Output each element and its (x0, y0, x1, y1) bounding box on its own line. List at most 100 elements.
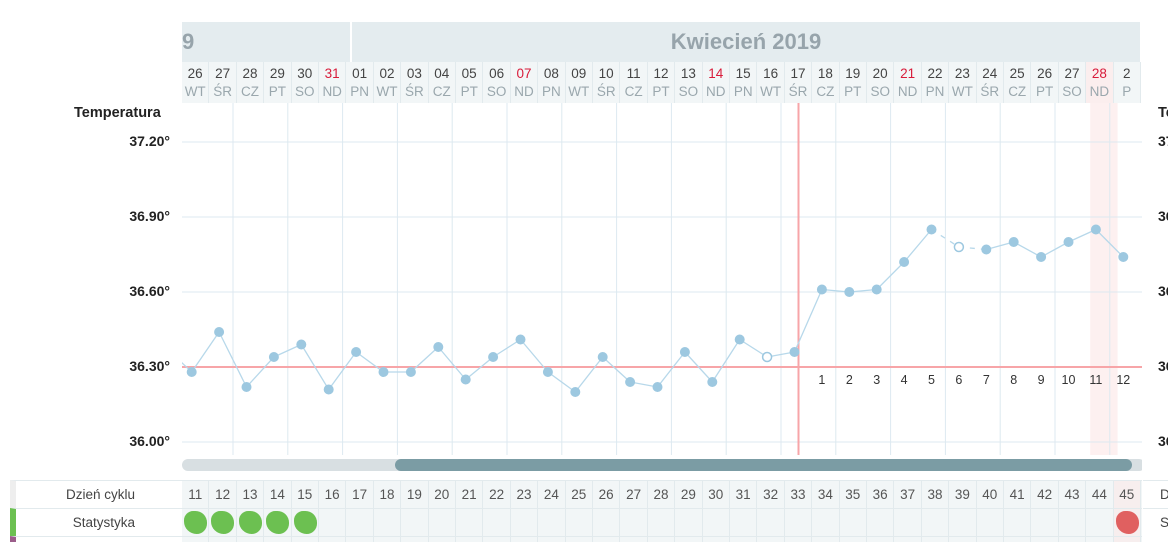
day-header-cell: 31 ND (319, 62, 347, 103)
weekday: SO (870, 84, 890, 99)
series-segment (191, 331, 220, 373)
stats-cell (949, 509, 977, 536)
third-row-cell (840, 537, 867, 542)
data-point (899, 257, 910, 267)
day-header-cell: 26 PT (1031, 62, 1059, 103)
cycle-day-cell: 33 (785, 481, 813, 508)
day-header-cell: 22 PN (921, 62, 950, 103)
stats-cell (703, 509, 730, 536)
data-point (1036, 252, 1047, 262)
day-number: 28 (1091, 66, 1107, 81)
stats-cell (840, 509, 867, 536)
third-row-cell (593, 537, 621, 542)
post-ovulation-day-label: 11 (1089, 373, 1102, 387)
weekday: ŚR (213, 84, 232, 99)
day-number: 13 (680, 66, 696, 81)
cycle-day-cell: 11 (182, 481, 210, 508)
post-ovulation-day-label: 12 (1116, 373, 1130, 387)
third-row-cell (538, 537, 566, 542)
stats-cell (237, 509, 265, 536)
data-point (734, 334, 745, 345)
day-header-cell: 01 PN (346, 62, 374, 103)
third-row-cell (182, 537, 210, 542)
y-tick-label: 36.00° (129, 433, 170, 449)
day-header-cell: 15 PN (730, 62, 758, 103)
third-row-cell (429, 537, 456, 542)
series-segment (684, 351, 713, 383)
stats-cell (346, 509, 374, 536)
day-header-cell: 18 CZ (812, 62, 840, 103)
stats-cell (1059, 509, 1087, 536)
weekday: PN (925, 84, 945, 99)
series-segment (300, 344, 330, 390)
day-header-cell: 14 ND (702, 62, 730, 103)
data-point (515, 334, 526, 345)
day-header-cell: 13 SO (675, 62, 703, 103)
stats-label-right: S (1143, 508, 1168, 536)
day-number: 15 (735, 66, 751, 81)
cycle-day-cell: 15 (292, 481, 319, 508)
cycle-day-row: 11 12 13 14 15 16 17 18 19 20 21 22 23 24 25 26 27 28 29 30… (182, 480, 1142, 508)
series-segment (602, 356, 631, 383)
series-segment (520, 339, 549, 373)
day-header-cell: 11 CZ (620, 62, 648, 103)
series-segment (410, 346, 439, 373)
data-point (679, 347, 690, 357)
data-point (268, 352, 279, 362)
day-header-cell: 03 ŚR (401, 62, 429, 103)
day-header-cell: 10 ŚR (593, 62, 621, 103)
stats-cell (648, 509, 676, 536)
scrollbar-thumb[interactable] (395, 459, 1132, 471)
post-ovulation-day-label: 4 (901, 373, 908, 387)
day-number: 2 (1123, 66, 1131, 81)
series-segment (574, 356, 604, 393)
data-point (214, 327, 225, 337)
third-row-cell (1113, 537, 1141, 542)
day-header-cell: 21 ND (894, 62, 922, 103)
day-number: 02 (379, 66, 395, 81)
cycle-day-cell: 22 (483, 481, 511, 508)
weekday: CZ (240, 84, 259, 99)
series-segment (876, 261, 905, 290)
cycle-day-label-right: D (1143, 480, 1168, 508)
series-segment (1013, 241, 1042, 258)
data-point (789, 347, 800, 357)
weekday: WT (568, 84, 590, 99)
weekday: ND (514, 84, 534, 99)
day-header-cell: 29 PT (264, 62, 292, 103)
third-row-cell (620, 537, 648, 542)
third-row-cell (1059, 537, 1087, 542)
third-row-cell (319, 537, 347, 542)
day-header-cell: 27 SO (1058, 62, 1087, 103)
cycle-day-cell: 14 (264, 481, 292, 508)
series-segment (1040, 241, 1069, 258)
y-tick-label-right: 36 (1158, 358, 1168, 374)
stats-cell (757, 509, 785, 536)
day-number: 31 (324, 66, 340, 81)
month-header-current: Kwiecień 2019 (352, 22, 1142, 62)
weekday: PT (844, 84, 862, 99)
day-number: 11 (626, 66, 641, 81)
stats-cell (264, 509, 292, 536)
stats-cell (922, 509, 950, 536)
weekday: WT (760, 84, 782, 99)
data-point (625, 377, 636, 387)
series-segment (437, 346, 467, 380)
day-header-cell: 27 ŚR (209, 62, 237, 103)
series-segment (246, 356, 275, 388)
y-tick-label-right: 37 (1158, 133, 1168, 149)
green-stat-mark (184, 511, 207, 534)
y-tick-label: 36.30° (129, 358, 170, 374)
y-tick-label: 36.60° (129, 283, 170, 299)
series-segment (1068, 228, 1097, 243)
series-segment (656, 351, 686, 388)
data-point (1118, 252, 1129, 262)
data-point (323, 384, 334, 395)
day-number: 27 (1064, 66, 1080, 81)
weekday: ŚR (405, 84, 424, 99)
cycle-day-cell: 13 (237, 481, 265, 508)
day-number: 10 (598, 66, 614, 81)
stats-cell (867, 509, 895, 536)
data-point (844, 287, 855, 297)
cycle-day-cell: 20 (429, 481, 456, 508)
